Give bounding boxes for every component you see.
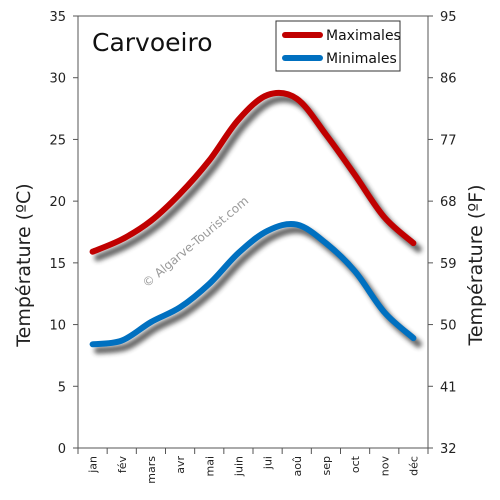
data-point-minimales xyxy=(150,321,152,323)
x-tick-label: aoû xyxy=(291,456,304,476)
x-tick-label: jan xyxy=(87,456,100,474)
data-point-maximales xyxy=(179,193,181,195)
data-point-minimales xyxy=(121,340,123,342)
right-tick-label: 95 xyxy=(440,10,457,25)
x-tick-label: déc xyxy=(407,456,420,476)
data-point-maximales xyxy=(92,251,94,253)
data-point-maximales xyxy=(237,119,239,121)
left-tick-label: 15 xyxy=(49,257,66,272)
data-point-maximales xyxy=(267,94,269,96)
right-tick-label: 32 xyxy=(440,442,457,457)
data-point-minimales xyxy=(208,283,210,285)
left-tick-label: 20 xyxy=(49,195,66,210)
x-tick-label: mars xyxy=(145,456,158,484)
data-point-maximales xyxy=(296,98,298,100)
data-point-minimales xyxy=(383,311,385,313)
left-tick-label: 5 xyxy=(58,380,66,395)
x-tick-label: oct xyxy=(349,455,362,473)
right-tick-label: 77 xyxy=(440,133,457,148)
right-axis-ticks: 32 41 50 59 68 77 86 95 xyxy=(428,10,457,457)
legend: Maximales Minimales xyxy=(275,20,401,72)
data-point-maximales xyxy=(412,242,414,244)
left-axis-title: Température (ºC) xyxy=(13,183,35,347)
right-tick-label: 59 xyxy=(440,257,457,272)
x-tick-label: nov xyxy=(378,456,391,477)
left-tick-label: 25 xyxy=(49,133,66,148)
data-point-minimales xyxy=(325,242,327,244)
left-tick-label: 30 xyxy=(49,72,66,87)
x-tick-label: sep xyxy=(320,456,333,475)
right-axis-title: Température (ºF) xyxy=(465,184,487,346)
data-point-minimales xyxy=(412,337,414,339)
x-tick-label: mai xyxy=(203,456,216,477)
x-tick-label: fév xyxy=(116,456,129,474)
series-line-maximales xyxy=(89,89,417,255)
left-axis-ticks: 0 5 10 15 20 25 30 35 xyxy=(49,10,78,457)
chart-title: Carvoeiro xyxy=(92,28,213,57)
data-point-minimales xyxy=(354,271,356,272)
right-tick-label: 41 xyxy=(440,380,457,395)
x-tick-label: jui xyxy=(262,456,275,470)
data-point-maximales xyxy=(150,220,152,222)
x-axis-ticks: jan fév mars avr mai juin jui aoû sep oct nov déc xyxy=(77,448,429,484)
data-point-maximales xyxy=(208,159,210,161)
x-tick-label: juin xyxy=(232,456,245,477)
legend-label-minimales: Minimales xyxy=(326,51,397,67)
x-tick-label: avr xyxy=(174,456,187,474)
data-point-minimales xyxy=(92,343,94,345)
left-tick-label: 35 xyxy=(49,10,66,25)
data-point-maximales xyxy=(354,174,356,176)
left-tick-label: 10 xyxy=(49,319,66,334)
data-point-maximales xyxy=(121,238,123,240)
data-point-maximales xyxy=(325,134,327,135)
left-tick-label: 0 xyxy=(58,442,66,457)
data-point-minimales xyxy=(237,252,239,254)
series-layer xyxy=(89,89,422,354)
right-tick-label: 50 xyxy=(440,319,457,334)
series-line-minimales xyxy=(89,221,417,348)
data-point-maximales xyxy=(383,216,385,218)
data-point-minimales xyxy=(179,306,181,308)
right-tick-label: 86 xyxy=(440,72,457,87)
legend-label-maximales: Maximales xyxy=(326,28,401,44)
data-point-minimales xyxy=(296,224,298,226)
right-tick-label: 68 xyxy=(440,195,457,210)
data-point-minimales xyxy=(267,230,269,232)
legend-box xyxy=(275,20,401,72)
